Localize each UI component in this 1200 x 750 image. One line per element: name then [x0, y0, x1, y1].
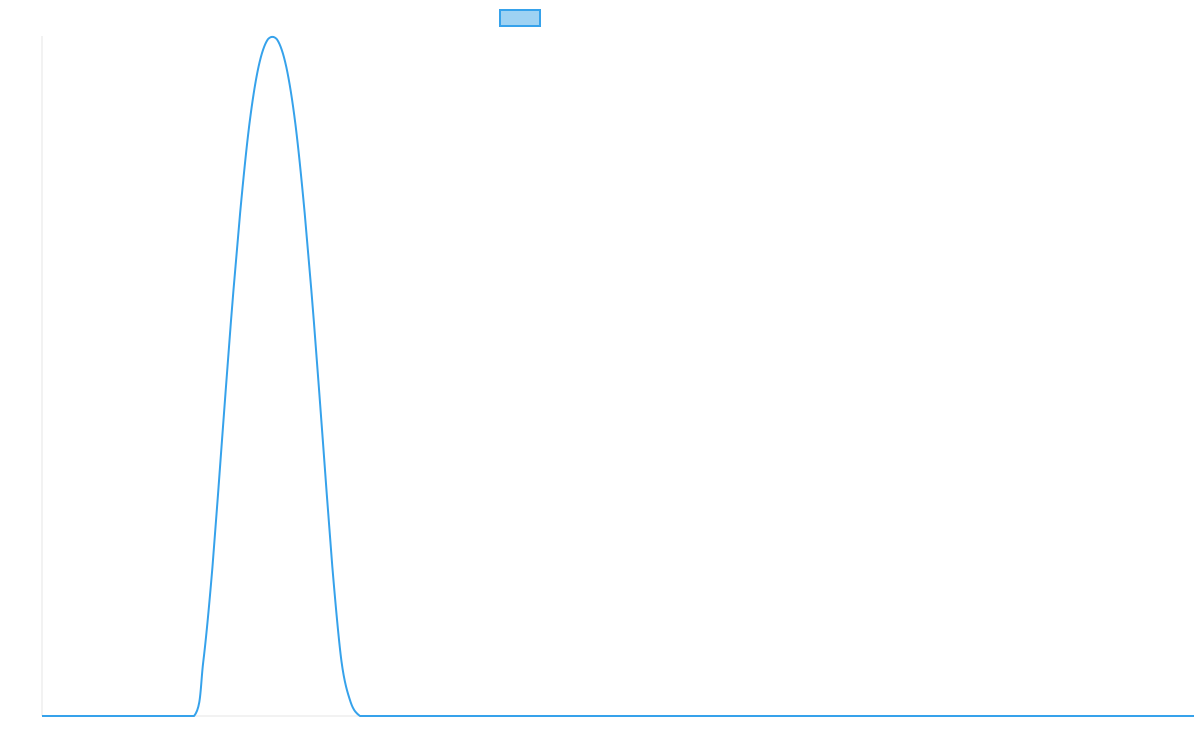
legend[interactable] [499, 9, 541, 27]
series-layer [42, 35, 1194, 717]
legend-swatch[interactable] [499, 9, 541, 27]
series-line-0 [42, 35, 1194, 717]
axes [41, 36, 1194, 717]
